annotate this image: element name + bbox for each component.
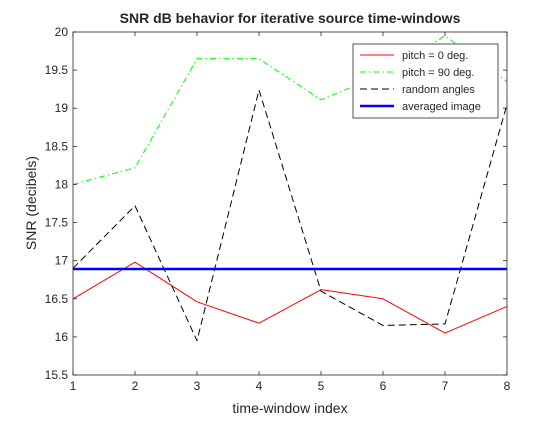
x-tick-label: 1 [70, 379, 77, 393]
tick-layer: 1 2 3 4 5 6 7 8 15.5 16 16.5 17 17.5 18 18.5 19 19.5 20 [45, 25, 511, 393]
y-tick-label: 17 [55, 254, 69, 268]
series-line-2 [72, 35, 508, 185]
axes-box [72, 31, 508, 376]
chart-title: SNR dB behavior for iterative source tim… [120, 10, 461, 26]
y-tick-label: 16 [55, 330, 69, 344]
x-tick-label: 5 [318, 379, 325, 393]
x-tick-label: 7 [442, 379, 449, 393]
y-tick-label: 16.5 [45, 292, 69, 306]
x-tick-label: 8 [504, 379, 511, 393]
y-tick-label: 17.5 [45, 216, 69, 230]
x-tick-label: 2 [132, 379, 139, 393]
y-tick-label: 18.5 [45, 139, 69, 153]
legend: pitch = 0 deg. pitch = 90 deg. random angl… [352, 43, 499, 119]
x-tick-label: 4 [256, 379, 263, 393]
y-tick-label: 18 [55, 177, 69, 191]
y-tick-label: 19 [55, 101, 69, 115]
legend-label-2: pitch = 90 deg. [402, 67, 474, 79]
x-tick-label: 6 [380, 379, 387, 393]
y-tick-label: 19.5 [45, 63, 69, 77]
legend-label-3: random angles [402, 84, 475, 96]
y-tick-label: 20 [55, 25, 69, 39]
y-tick-label: 15.5 [45, 368, 69, 382]
series-line-3 [72, 89, 508, 342]
legend-label-1: pitch = 0 deg. [402, 50, 468, 62]
legend-label-4: averaged image [402, 101, 481, 113]
x-axis-label: time-window index [232, 400, 347, 416]
x-tick-label: 3 [194, 379, 201, 393]
series-layer [72, 35, 508, 342]
y-axis-label: SNR (decibels) [23, 156, 39, 250]
